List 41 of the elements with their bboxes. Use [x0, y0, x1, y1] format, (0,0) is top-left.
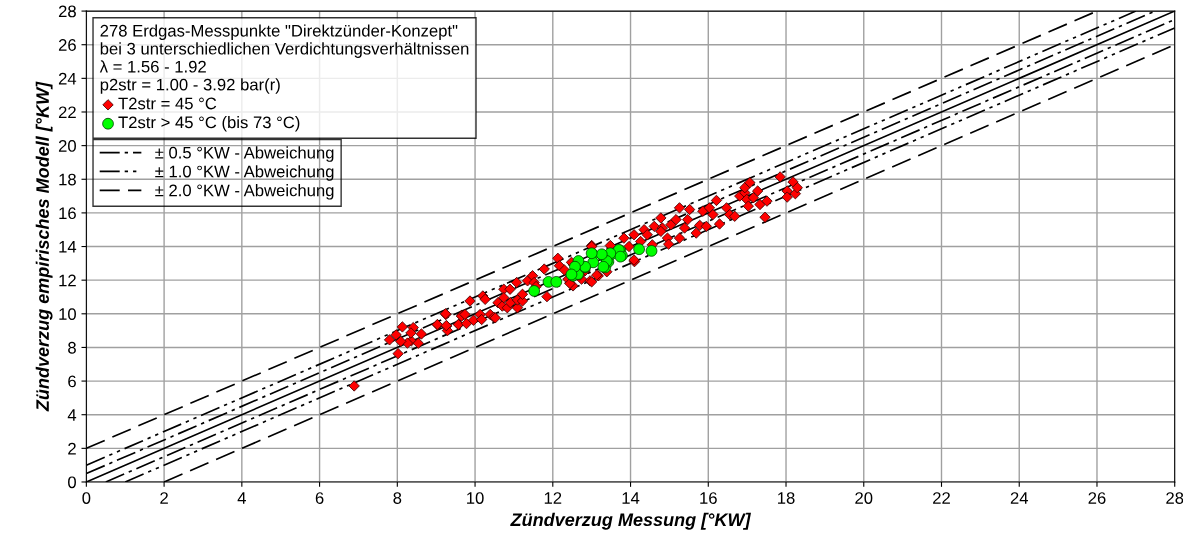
x-tick-label: 10: [467, 492, 484, 504]
x-axis-title: Zündverzug Messung [°KW]: [510, 512, 751, 530]
x-tick-label: 26: [1088, 492, 1106, 504]
y-tick-label: 16: [59, 207, 76, 220]
legend-label: ± 1.0 °KW - Abweichung: [155, 165, 334, 181]
x-tick-label: 8: [393, 492, 402, 504]
x-tick-label: 0: [82, 492, 91, 504]
x-tick-label: 22: [933, 492, 950, 504]
y-tick-label: 26: [58, 39, 76, 51]
y-tick-label: 22: [58, 106, 76, 119]
x-tick-label: 20: [855, 492, 873, 504]
y-tick-label: 28: [58, 5, 76, 18]
x-tick-label: 2: [160, 492, 168, 504]
legend-label: ± 2.0 °KW - Abweichung: [155, 184, 334, 200]
y-tick-label: 0: [68, 476, 76, 489]
y-tick-label: 14: [59, 241, 77, 253]
annotation: bei 3 unterschiedlichen Verdichtungsverhältnissen: [100, 42, 469, 58]
y-tick-label: 6: [68, 375, 76, 388]
y-tick-label: 18: [59, 173, 76, 186]
legend-label: T2str > 45 °C (bis 73 °C): [118, 116, 300, 132]
y-tick-label: 2: [68, 442, 76, 455]
y-tick-label: 8: [68, 341, 76, 354]
x-tick-label: 16: [700, 492, 717, 504]
x-tick-label: 18: [778, 492, 795, 504]
y-axis-title: Zündverzug empirisches Modell [°KW]: [35, 81, 53, 412]
legend-label: ± 0.5 °KW - Abweichung: [155, 146, 334, 162]
x-tick-label: 12: [544, 492, 562, 504]
y-tick-label: 4: [67, 409, 77, 421]
x-tick-label: 14: [622, 492, 640, 504]
annotation: p2str = 1.00 - 3.92 bar(r): [100, 78, 280, 94]
x-tick-label: 4: [237, 492, 246, 504]
y-tick-label: 20: [58, 140, 76, 152]
legend-label: T2str = 45 °C: [118, 97, 217, 110]
y-tick-label: 10: [59, 308, 76, 320]
y-tick-label: 24: [58, 72, 77, 85]
x-tick-label: 28: [1166, 492, 1183, 504]
annotation: 278 Erdgas-Messpunkte "Direktzünder-Konzept": [100, 24, 458, 40]
y-tick-label: 12: [59, 274, 76, 287]
annotation: λ = 1.56 - 1.92: [99, 60, 206, 73]
x-tick-label: 6: [315, 492, 324, 504]
x-tick-label: 24: [1010, 492, 1029, 504]
